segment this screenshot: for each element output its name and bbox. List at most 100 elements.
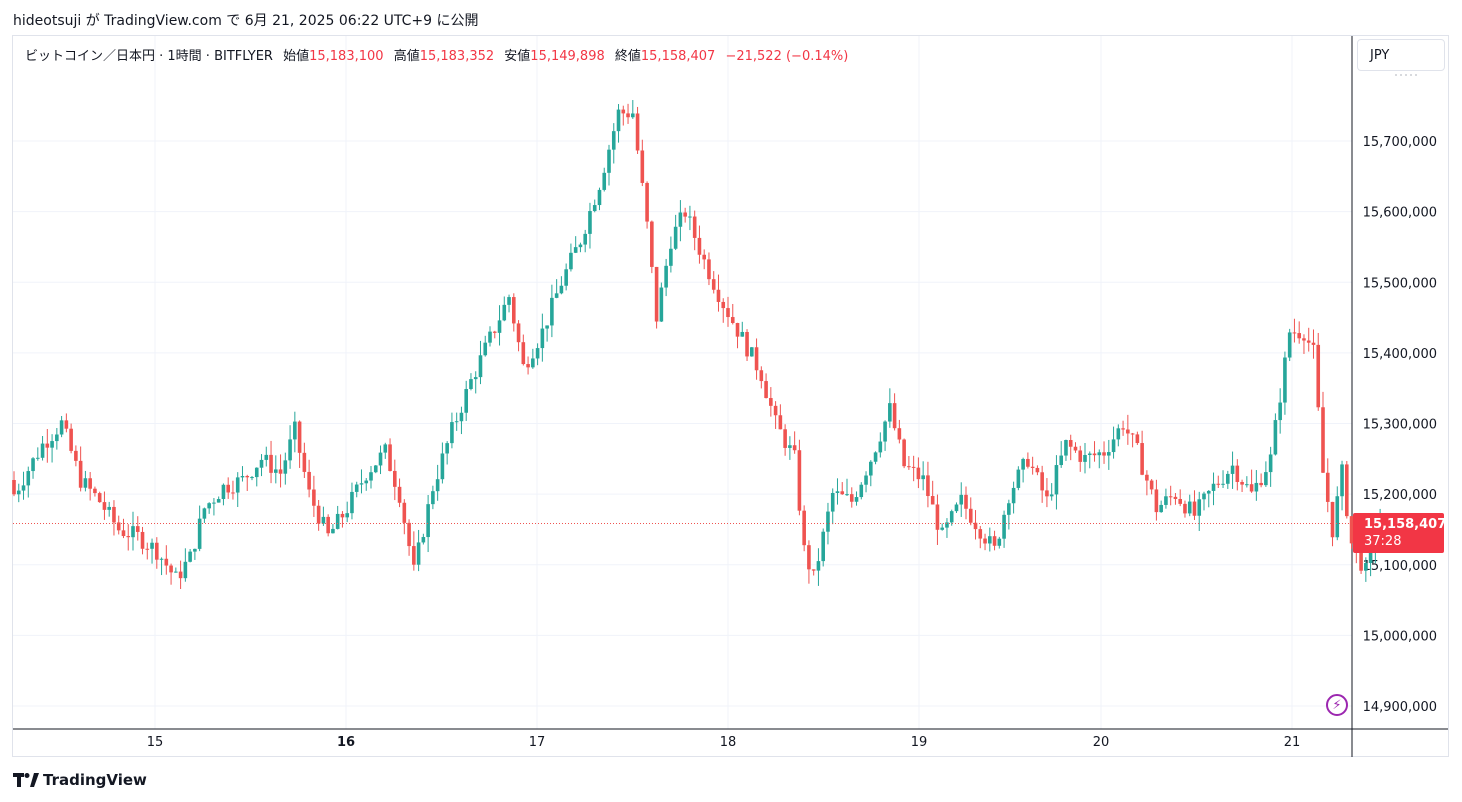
candle-body <box>578 244 583 248</box>
candle-body <box>1197 499 1202 516</box>
candle-body <box>973 522 978 530</box>
candle-body <box>821 531 825 562</box>
candle-body <box>402 502 407 523</box>
candle-body <box>1178 498 1182 504</box>
candle-body <box>102 502 107 510</box>
candle-body <box>512 297 516 324</box>
candle-body <box>1240 481 1244 485</box>
currency-button[interactable]: JPY <box>1357 39 1445 71</box>
candle-body <box>697 237 702 255</box>
candle-body <box>1211 483 1216 491</box>
candle-body <box>1245 484 1249 486</box>
candle-body <box>1040 472 1044 491</box>
candle-body <box>678 212 683 227</box>
candle-body <box>469 379 473 390</box>
header-site[interactable]: TradingView.com <box>104 13 222 29</box>
candle-body <box>93 488 97 494</box>
open-label: 始値 <box>283 49 310 64</box>
candle-body <box>902 439 906 467</box>
high-label: 高値 <box>393 49 420 64</box>
y-tick-label: 15,400,000 <box>1363 347 1437 362</box>
candle-body <box>854 497 859 502</box>
candle-body <box>473 377 478 380</box>
publish-date: 6月 21, 2025 06:22 UTC+9 <box>244 13 433 29</box>
candle-body <box>1154 489 1159 513</box>
symbol-title[interactable]: ビットコイン／日本円 · 1時間 · BITFLYER <box>25 49 273 64</box>
open-value: 15,183,100 <box>309 49 384 64</box>
candle-body <box>535 348 540 359</box>
candle-body <box>193 548 197 552</box>
candle-body <box>883 421 887 442</box>
candle-body <box>740 331 745 337</box>
candle-body <box>635 113 640 151</box>
candle-body <box>859 484 864 498</box>
candle-body <box>935 504 940 530</box>
candle-body <box>488 331 492 343</box>
candle-body <box>197 518 202 549</box>
candle-body <box>959 494 964 505</box>
high-value: 15,183,352 <box>419 49 495 64</box>
candle-body <box>1221 483 1225 485</box>
candle-body <box>416 542 421 565</box>
candle-body <box>1364 563 1368 571</box>
low-value: 15,149,898 <box>530 49 605 64</box>
candle-body <box>464 389 468 413</box>
x-tick-label: 21 <box>1284 735 1301 750</box>
tradingview-logo[interactable]: TradingView <box>13 771 147 789</box>
candle-body <box>326 516 330 534</box>
candle-body <box>264 454 269 460</box>
candle-body <box>288 439 292 461</box>
candle-body <box>83 478 88 488</box>
candle-body <box>564 269 568 286</box>
candle-body <box>1297 333 1301 339</box>
author-name[interactable]: hideotsuji <box>13 13 82 29</box>
candle-body <box>307 471 311 490</box>
candle-body <box>235 477 240 493</box>
candle-body <box>1173 496 1178 499</box>
candle-body <box>135 526 140 532</box>
x-tick-label: 19 <box>911 735 928 750</box>
candle-body <box>1249 484 1254 492</box>
candle-body <box>1235 465 1240 482</box>
lightning-icon[interactable]: ⚡ <box>1326 694 1348 716</box>
change-value: −21,522 (−0.14%) <box>725 49 849 64</box>
candle-body <box>1007 503 1011 515</box>
candle-body <box>78 460 83 488</box>
candle-body <box>431 491 435 505</box>
candle-body <box>435 479 440 492</box>
candle-body <box>559 285 564 294</box>
candle-body <box>1287 332 1292 358</box>
candle-body <box>1278 402 1282 421</box>
candle-body <box>526 364 530 368</box>
candle-body <box>516 323 521 343</box>
candle-body <box>107 506 111 510</box>
candle-body <box>1135 434 1140 444</box>
candle-body <box>383 444 388 453</box>
candle-body <box>545 325 549 329</box>
candle-body <box>654 266 659 322</box>
candle-body <box>597 189 602 206</box>
candle-body <box>421 537 426 543</box>
candle-body <box>50 441 54 448</box>
x-tick-label: 20 <box>1093 735 1110 750</box>
candle-body <box>1306 340 1311 343</box>
candle-body <box>835 491 840 493</box>
candle-body <box>121 530 126 537</box>
candle-body <box>1073 446 1078 451</box>
candle-body <box>36 457 40 459</box>
candle-body <box>454 421 459 423</box>
candle-body <box>178 571 183 579</box>
candle-body <box>783 429 787 448</box>
candle-body <box>631 113 635 118</box>
candle-body <box>811 569 816 571</box>
candle-body <box>112 506 116 523</box>
candle-body <box>550 297 554 326</box>
candle-body <box>331 528 335 534</box>
candle-body <box>1097 452 1102 456</box>
candle-body <box>1149 480 1154 490</box>
candle-body <box>1325 472 1330 502</box>
candle-body <box>1068 440 1073 447</box>
candle-body <box>1059 455 1063 466</box>
candle-body <box>497 320 502 333</box>
